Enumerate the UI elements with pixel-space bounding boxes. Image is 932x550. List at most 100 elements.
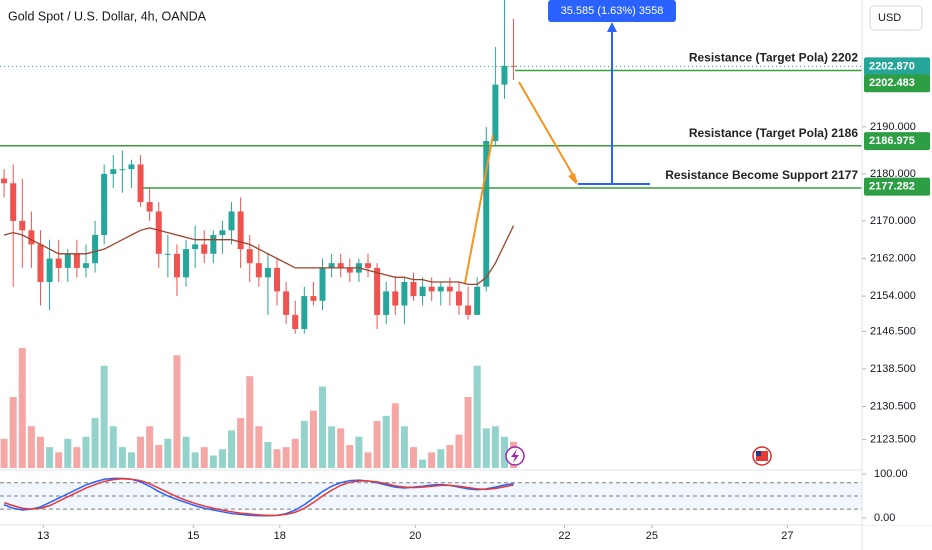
candle-body [483,141,490,287]
candle-body [492,84,499,141]
volume-bar [36,436,44,468]
candle-body [128,164,135,170]
volume-bar [118,447,126,468]
candle-body [437,286,444,292]
candle-body [137,164,144,203]
candle-body [1,178,8,184]
currency[interactable]: USD [878,12,901,24]
price-badge [864,177,930,196]
candle-body [228,211,235,231]
volume-bar [373,421,381,468]
candle-body [501,65,508,85]
oscillator-line [3,477,514,517]
candle-body [283,291,290,315]
candle-body [401,282,408,306]
price-layer: Resistance (Target Pola) 2202 Resistance … [0,0,862,334]
candle-body [173,253,180,278]
candle-body [392,291,399,306]
candle-body [37,244,44,282]
volume-bar [73,447,81,468]
measure-arrow [607,22,617,32]
candle-body [383,291,390,315]
y-tick-label: 2123.500 [870,433,916,445]
candle-body [446,286,453,292]
candle-body [264,267,271,278]
volume-bar [355,436,363,468]
volume-bar [137,436,145,468]
volume-bar [55,452,63,468]
candle-body [410,282,417,297]
price-badge [864,132,930,151]
candle-body [192,244,199,250]
volume-bar [273,449,281,468]
volume-bar [300,421,308,468]
candle-body [119,169,126,171]
candle-body [237,211,244,250]
lightning-icon [511,449,519,463]
flag-canton [756,451,761,456]
candle-body [73,253,80,268]
volume-bar [337,428,345,468]
volume-bar [282,447,290,468]
volume-bar [455,434,463,468]
volume-bar [218,449,226,468]
volume-bar [409,447,417,468]
volume-bar [164,438,172,468]
volume-bar [364,452,372,468]
candle-body [455,291,462,306]
osc-tick-label: 0.00 [874,512,895,524]
volume-bar [191,452,199,468]
osc-tick-label: 100.00 [874,468,908,480]
x-tick-label: 20 [409,530,421,542]
candle-body [210,235,217,254]
volume-bar [127,452,135,468]
x-tick-label: 25 [646,530,658,542]
volume-bar [46,447,54,468]
oscillator-layer [0,477,862,517]
candle-body [183,249,190,278]
candle-body [465,305,472,315]
volume-bar [500,436,508,468]
volume-bar [200,447,208,468]
currency-button[interactable] [869,5,923,31]
volume-bar [27,426,35,468]
candle-body [46,258,53,282]
volume-bar [82,436,90,468]
candle-body [55,258,62,268]
volume-bar [309,410,317,468]
candle-body [346,267,353,273]
candle-body [419,286,426,297]
candle-body [155,211,162,254]
candle-body [82,263,89,268]
level-label: Resistance (Target Pola) 2186 [689,126,859,140]
axis-layer: 2190.000 2180.000 2170.000 2162.000 2154.000… [37,57,930,542]
flag-shape [756,451,768,461]
candle-body [92,235,99,264]
candle-body [374,267,381,315]
candle-body [110,169,117,174]
drawn-arrow [518,81,578,183]
volume-bar [491,426,499,468]
level-label: Resistance Become Support 2177 [665,168,858,182]
volume-bar [237,417,245,468]
volume-bar [0,438,8,468]
volume-bar [109,426,117,468]
price-badge-label: 2177.282 [869,181,915,193]
candle-body [28,230,35,245]
y-tick-label: 2170.000 [870,215,916,227]
volume-bar [209,455,217,468]
candle-body [301,296,308,329]
volume-bar [319,386,327,468]
drawn-arrow [464,134,494,284]
candle-body [428,286,435,292]
volume-bar [173,355,181,468]
volume-bar [64,438,72,468]
price-badge-label: 2202.870 [869,60,915,72]
candle-body [246,249,253,264]
volume-bar [346,445,354,468]
price-badge [864,74,930,93]
candle-body [474,286,481,315]
volume-bar [400,426,408,468]
y-tick-label: 2162.000 [870,252,916,264]
